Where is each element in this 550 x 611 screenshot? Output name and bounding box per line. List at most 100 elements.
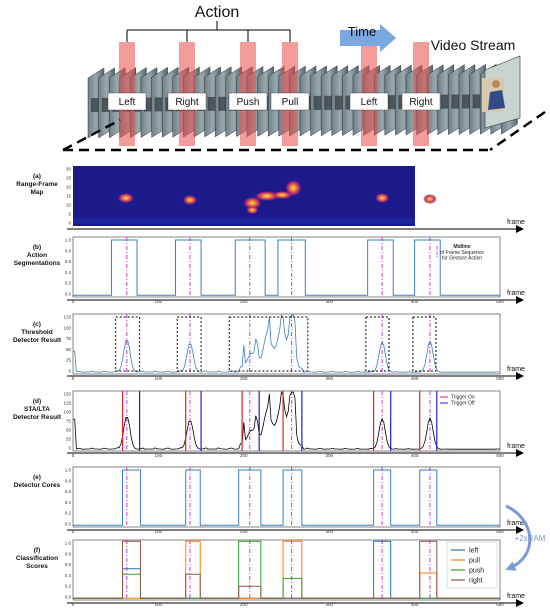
x-tick-label: 0 (72, 602, 75, 607)
x-tick-label: 300 (325, 529, 333, 534)
y-tick-label: 75 (66, 419, 72, 424)
threshold-box (365, 316, 390, 372)
threshold-box (412, 316, 437, 372)
y-tick-label: 0.6 (65, 489, 72, 494)
y-tick-label: 0.2 (65, 511, 72, 516)
y-tick-label: 0.4 (65, 573, 72, 578)
frame-strip-shadow (207, 96, 216, 111)
y-tick-label: 0 (68, 369, 71, 374)
y-tick-label: 50 (66, 428, 72, 433)
plot-frame (72, 466, 501, 528)
threshold-box (176, 316, 202, 372)
action-label: Right (175, 97, 199, 108)
action-label: Pull (282, 97, 299, 108)
y-tick-label: 5 (68, 212, 71, 217)
x-tick-label: 200 (240, 299, 248, 304)
panel-label: (c) (33, 321, 41, 328)
x-tick-label: 0 (72, 376, 75, 381)
frame-strip-shadow (154, 97, 163, 112)
panel-label: (f) (34, 547, 41, 554)
stream-dashed-axes (62, 110, 546, 152)
legend-subtitle: of Frame Sequence (440, 250, 484, 256)
y-tick-label: 0.0 (65, 522, 72, 527)
frame-strip-shadow (462, 94, 470, 109)
y-tick-label: 75 (66, 336, 72, 341)
frame-strip-shadow (101, 97, 110, 112)
x-tick-label: 400 (411, 529, 419, 534)
frame-strip-shadow (324, 95, 333, 110)
y-tick-label: 0.8 (65, 551, 72, 556)
plot-frame (72, 390, 501, 452)
frame-strip-shadow (144, 97, 152, 112)
x-tick-label: 200 (240, 376, 248, 381)
panel-label: (e) (33, 474, 41, 481)
x-tick-label: 500 (496, 299, 504, 304)
x-tick-label: 300 (325, 453, 333, 458)
panel-label: Map (31, 189, 44, 196)
frame-strip-shadow (472, 94, 481, 109)
time-arrow (340, 24, 396, 52)
y-tick-label: 0.6 (65, 259, 72, 264)
panel-label: (a) (33, 173, 41, 180)
plot-frame (72, 539, 501, 601)
action-label: Left (119, 97, 136, 108)
y-tick-label: 125 (63, 315, 71, 320)
y-tick-label: 0.2 (65, 584, 72, 589)
y-tick-label: 0.0 (65, 595, 72, 600)
legend-title: Midline (453, 244, 470, 250)
video-stream-label: Video Stream (431, 37, 516, 53)
y-tick-label: 20 (66, 185, 72, 190)
x-tick-label: 200 (240, 529, 248, 534)
frame-strip-shadow (313, 95, 322, 110)
x-axis-label: frame (507, 219, 525, 226)
frame-strip-shadow (218, 96, 227, 111)
time-label: Time (348, 24, 376, 39)
y-tick-label: 10 (66, 203, 72, 208)
action-label-box (270, 92, 310, 111)
frame-strip-shadow (387, 95, 396, 110)
action-title: Action (195, 4, 239, 21)
y-tick-label: 100 (63, 325, 71, 330)
x-tick-label: 400 (411, 602, 419, 607)
y-tick-label: 15 (66, 194, 72, 199)
sta-lta-line (72, 391, 501, 450)
plot-frame (72, 236, 501, 298)
x-tick-label: 100 (155, 529, 163, 534)
y-tick-label: 0 (68, 221, 71, 226)
action-label-box (167, 92, 207, 111)
panel-label: Classification (16, 555, 58, 562)
x-axis-label: frame (507, 443, 525, 450)
panel-e: (e)Detector Cores 1.0 0.8 0.6 0.4 0.2 0.0 frame… (14, 466, 525, 534)
x-tick-label: 500 (496, 453, 504, 458)
panel-label: Range-Frame (16, 181, 58, 188)
action-label-box (349, 92, 389, 111)
threshold-line (72, 314, 501, 373)
heatmap-blob (182, 195, 197, 205)
legend-entry: right (469, 578, 483, 585)
x-tick-label: 0 (72, 529, 75, 534)
x-tick-label: 500 (496, 376, 504, 381)
y-tick-label: 50 (66, 347, 72, 352)
frame-strip-shadow (91, 98, 99, 112)
action-label: Left (361, 97, 378, 108)
y-tick-label: 25 (66, 358, 72, 363)
x-tick-label: 500 (496, 529, 504, 534)
heatmap-blob (117, 193, 134, 203)
panel-label: (d) (33, 398, 41, 405)
ram-arrow (505, 504, 532, 571)
x-axis-label: frame (507, 593, 525, 600)
x-tick-label: 100 (155, 376, 163, 381)
y-tick-label: 0.4 (65, 500, 72, 505)
x-tick-label: 400 (411, 376, 419, 381)
heatmap-blob (285, 180, 302, 196)
heatmap-blob (422, 194, 437, 204)
x-tick-label: 0 (72, 299, 75, 304)
legend-entry: push (469, 568, 484, 575)
